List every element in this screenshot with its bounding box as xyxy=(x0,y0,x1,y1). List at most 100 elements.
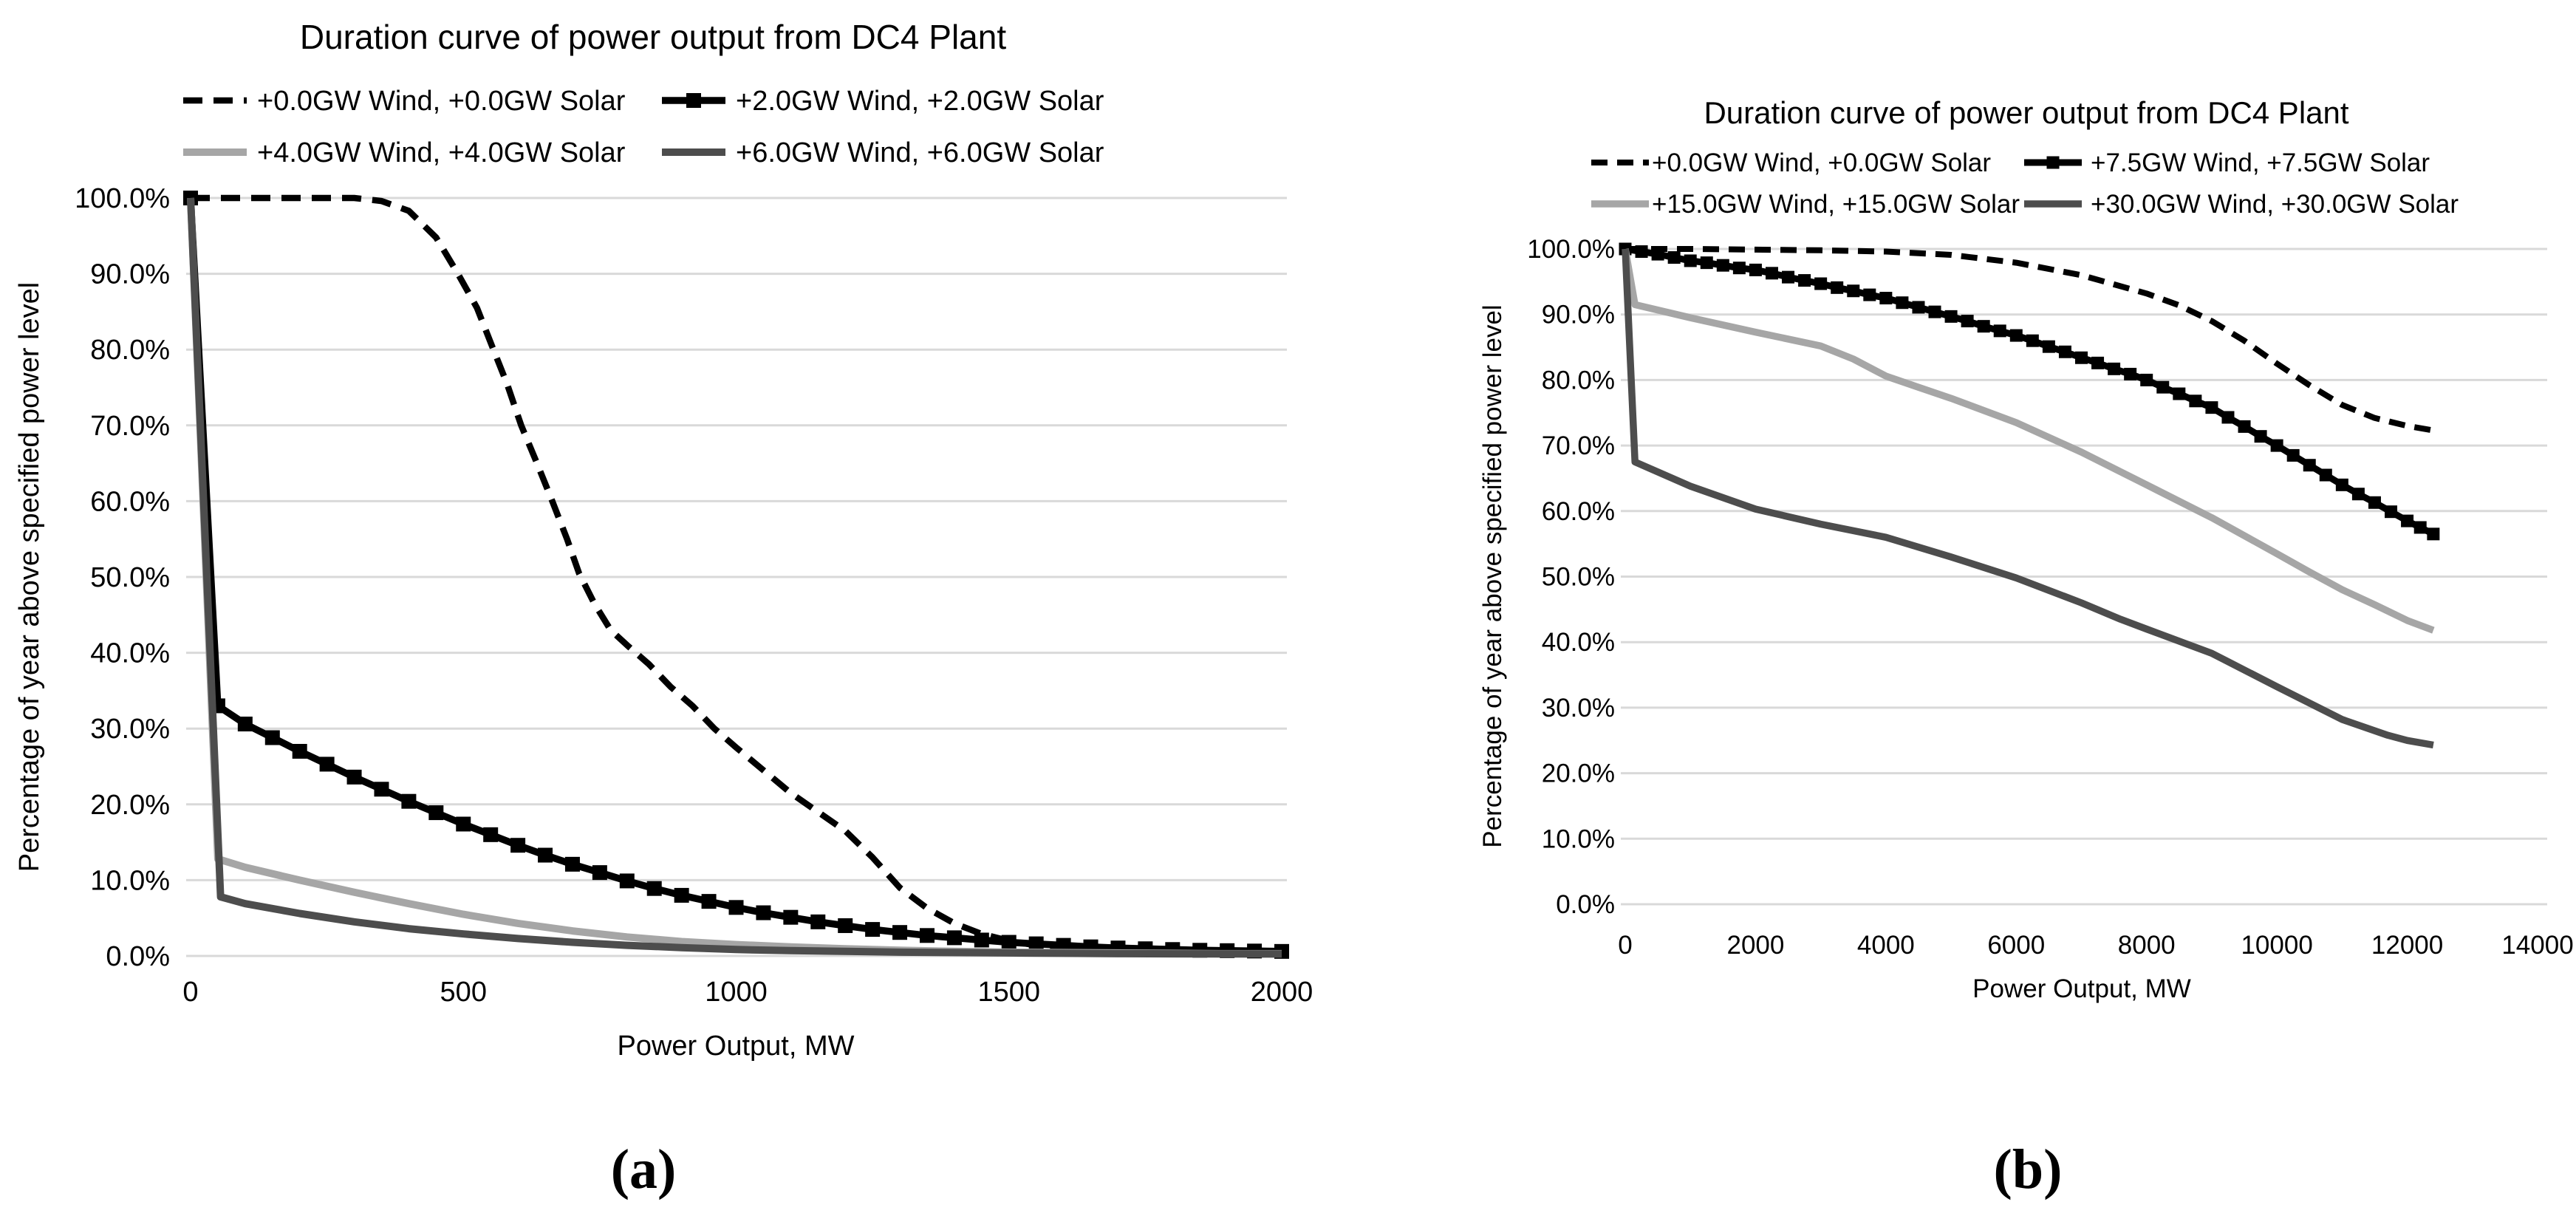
square-marker xyxy=(2270,439,2283,452)
y-tick-label: 10.0% xyxy=(90,865,170,896)
square-marker xyxy=(1635,245,1648,259)
y-tick-label: 60.0% xyxy=(90,486,170,517)
square-marker xyxy=(2009,329,2023,342)
legend-label: +7.5GW Wind, +7.5GW Solar xyxy=(2091,148,2430,177)
square-marker xyxy=(2205,401,2218,414)
series-a-2 xyxy=(187,197,1282,957)
square-marker xyxy=(974,932,989,948)
square-marker xyxy=(2335,478,2348,491)
y-tick-label: 10.0% xyxy=(1542,824,1615,853)
chart-a-y-tick-labels: 0.0% 10.0% 20.0% 30.0% 40.0% 50.0% 60.0% 70.0% 8… xyxy=(75,183,170,972)
square-marker xyxy=(1028,936,1044,952)
square-marker xyxy=(2140,373,2153,386)
square-marker xyxy=(919,928,935,943)
y-tick-label: 80.0% xyxy=(90,335,170,366)
square-marker xyxy=(292,743,307,759)
square-marker xyxy=(456,816,471,832)
legend-label: +30.0GW Wind, +30.0GW Solar xyxy=(2091,190,2459,219)
x-tick-label: 2000 xyxy=(1726,931,1784,960)
series-line xyxy=(1624,245,2435,537)
square-marker xyxy=(2189,394,2202,408)
x-tick-label: 500 xyxy=(440,977,487,1008)
square-marker xyxy=(1651,247,1664,261)
square-marker xyxy=(1961,315,1974,328)
series-b-3 xyxy=(1622,248,2434,749)
y-tick-label: 90.0% xyxy=(90,259,170,290)
y-tick-label: 80.0% xyxy=(1542,366,1615,394)
square-marker xyxy=(401,793,417,809)
y-tick-label: 0.0% xyxy=(106,941,170,972)
legend-label: +0.0GW Wind, +0.0GW Solar xyxy=(1652,148,1991,177)
y-tick-label: 20.0% xyxy=(90,790,170,821)
square-marker xyxy=(564,856,580,872)
chart-b-x-axis-title: Power Output, MW xyxy=(1972,974,2191,1003)
chart-a-gridlines xyxy=(186,197,1287,957)
x-tick-label: 12000 xyxy=(2371,931,2443,960)
y-tick-label: 40.0% xyxy=(90,638,170,669)
square-marker xyxy=(374,782,389,797)
chart-b-y-tick-labels: 0.0% 10.0% 20.0% 30.0% 40.0% 50.0% 60.0% 70.0% 8… xyxy=(1527,235,1615,919)
legend-label: +6.0GW Wind, +6.0GW Solar xyxy=(736,137,1104,168)
y-tick-label: 100.0% xyxy=(75,183,170,214)
legend-label: +4.0GW Wind, +4.0GW Solar xyxy=(257,137,626,168)
caption-a: (a) xyxy=(611,1138,677,1200)
chart-a-x-axis-title: Power Output, MW xyxy=(618,1031,855,1062)
y-tick-label: 70.0% xyxy=(90,411,170,442)
series-a-0 xyxy=(191,194,1282,957)
series-line xyxy=(191,194,1282,957)
square-marker xyxy=(1993,324,2006,338)
y-tick-label: 50.0% xyxy=(90,562,170,593)
chart-a-legend: +0.0GW Wind, +0.0GW Solar +2.0GW Wind, +2… xyxy=(183,86,1104,168)
square-marker xyxy=(264,730,280,745)
chart-b-x-tick-labels: 0 2000 4000 6000 8000 10000 12000 14000 xyxy=(1618,931,2573,960)
square-marker xyxy=(1716,259,1729,272)
square-marker xyxy=(674,887,689,903)
square-marker xyxy=(2221,411,2235,424)
x-tick-label: 1000 xyxy=(705,977,768,1008)
square-marker xyxy=(2075,351,2088,364)
square-marker xyxy=(1944,310,1958,323)
square-marker xyxy=(2173,387,2186,400)
caption-b: (b) xyxy=(1994,1138,2063,1200)
legend-swatch-marker xyxy=(2046,156,2060,169)
square-marker xyxy=(2108,362,2121,375)
square-marker xyxy=(1732,262,1746,275)
square-marker xyxy=(1928,305,1941,318)
square-marker xyxy=(2238,420,2251,433)
square-marker xyxy=(1001,935,1017,950)
square-marker xyxy=(2385,505,2398,519)
x-tick-label: 1500 xyxy=(977,977,1040,1008)
square-marker xyxy=(619,873,635,889)
square-marker xyxy=(1863,288,1876,301)
square-marker xyxy=(346,769,362,785)
square-marker xyxy=(2427,527,2440,541)
y-tick-label: 50.0% xyxy=(1542,563,1615,592)
chart-b-y-axis-title: Percentage of year above specified power… xyxy=(1478,304,1507,847)
square-marker xyxy=(946,930,962,946)
square-marker xyxy=(1847,284,1860,298)
x-tick-label: 4000 xyxy=(1857,931,1915,960)
y-tick-label: 30.0% xyxy=(90,714,170,745)
square-marker xyxy=(1765,267,1778,280)
square-marker xyxy=(1879,292,1893,305)
square-marker xyxy=(1798,274,1811,287)
legend-label: +15.0GW Wind, +15.0GW Solar xyxy=(1652,190,2020,219)
square-marker xyxy=(592,865,607,881)
square-marker xyxy=(865,922,881,937)
square-marker xyxy=(1667,251,1681,264)
chart-b-gridlines xyxy=(1621,247,2547,906)
y-tick-label: 20.0% xyxy=(1542,759,1615,788)
x-tick-label: 0 xyxy=(182,977,198,1008)
square-marker xyxy=(783,909,799,925)
chart-b-legend: +0.0GW Wind, +0.0GW Solar +7.5GW Wind, +7… xyxy=(1591,148,2459,219)
legend-entry: +30.0GW Wind, +30.0GW Solar xyxy=(2024,190,2459,219)
series-line xyxy=(187,197,1282,955)
square-marker xyxy=(1749,263,1762,276)
chart-a-series xyxy=(183,191,1289,959)
series-line xyxy=(1622,248,2435,634)
x-tick-label: 8000 xyxy=(2118,931,2176,960)
square-marker xyxy=(1977,320,1990,333)
square-marker xyxy=(2156,380,2170,394)
square-marker xyxy=(2124,367,2137,380)
square-marker xyxy=(2058,345,2071,358)
